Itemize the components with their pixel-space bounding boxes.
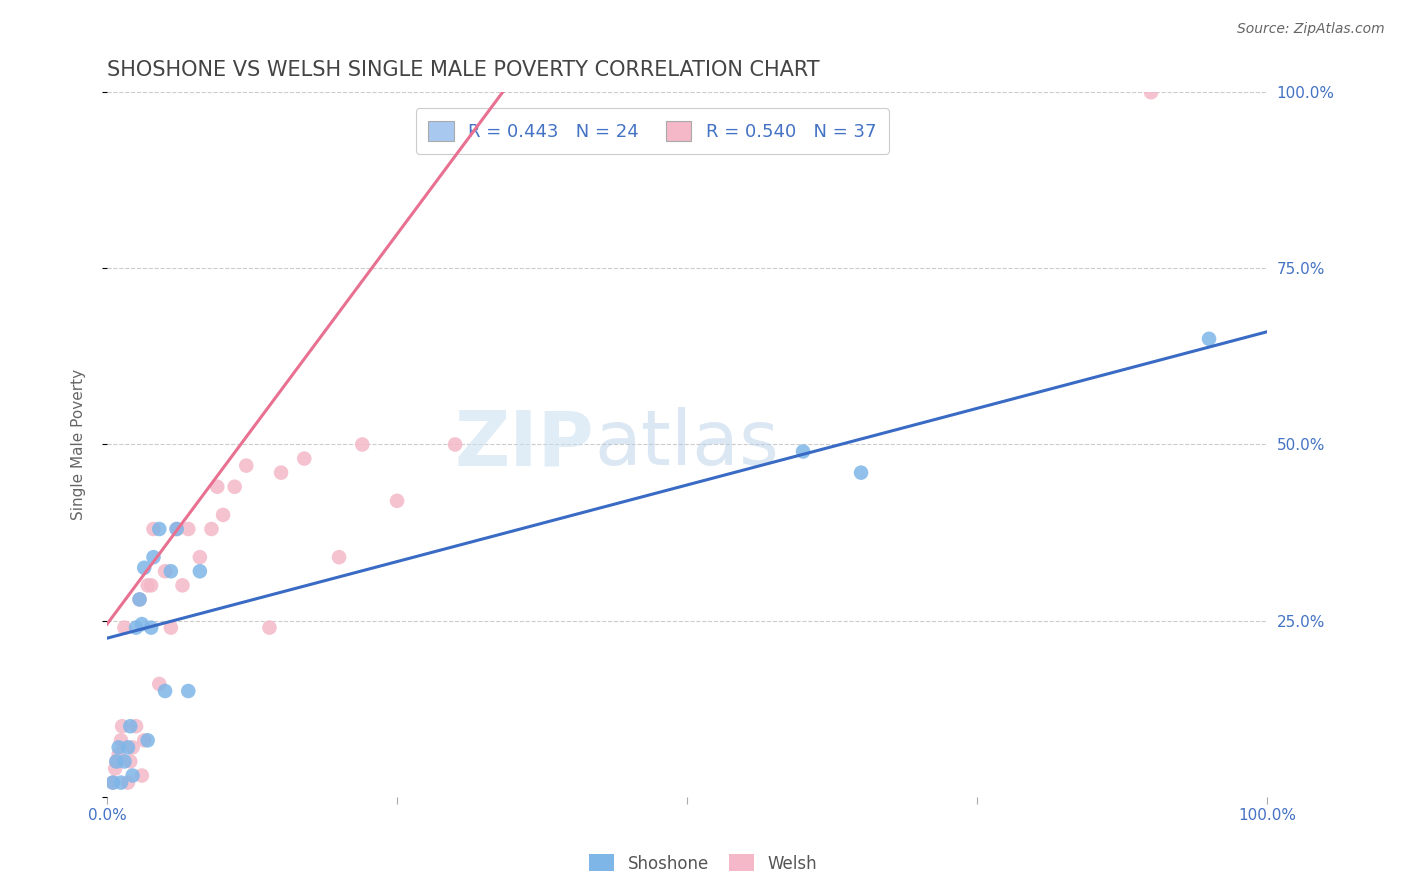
Point [153,564,176,578]
Point [177,684,200,698]
Point [107,747,129,762]
Point [292,451,315,466]
Point [131,768,153,782]
Point [107,740,129,755]
Point [111,719,134,733]
Point [101,775,124,789]
Point [125,719,148,733]
Point [270,466,292,480]
Text: SHOSHONE VS WELSH SINGLE MALE POVERTY CORRELATION CHART: SHOSHONE VS WELSH SINGLE MALE POVERTY CO… [107,60,820,79]
Point [148,522,170,536]
Point [101,775,124,789]
Point [172,578,194,592]
Point [1198,332,1220,346]
Point [117,740,139,755]
Point [125,621,148,635]
Point [114,755,136,769]
Point [110,775,132,789]
Point [114,621,136,635]
Point [110,733,132,747]
Text: atlas: atlas [595,408,779,482]
Point [120,755,142,769]
Point [200,522,222,536]
Point [188,550,211,565]
Point [224,480,246,494]
Point [166,522,188,536]
Point [153,684,176,698]
Point [128,592,150,607]
Point [105,755,128,769]
Point [328,550,350,565]
Point [104,762,127,776]
Point [160,564,183,578]
Point [120,719,142,733]
Point [121,740,143,755]
Point [177,522,200,536]
Point [259,621,281,635]
Point [849,466,872,480]
Point [141,621,163,635]
Point [142,550,165,565]
Point [166,522,188,536]
Point [792,444,814,458]
Legend: R = 0.443   N = 24, R = 0.540   N = 37: R = 0.443 N = 24, R = 0.540 N = 37 [416,108,889,153]
Point [121,768,143,782]
Point [136,733,159,747]
Point [212,508,235,522]
Text: Source: ZipAtlas.com: Source: ZipAtlas.com [1237,22,1385,37]
Point [131,617,153,632]
Point [128,592,150,607]
Point [352,437,374,451]
Point [142,522,165,536]
Point [444,437,467,451]
Point [105,755,128,769]
Point [235,458,257,473]
Point [136,578,159,592]
Point [134,560,156,574]
Point [141,578,163,592]
Point [117,775,139,789]
Legend: Shoshone, Welsh: Shoshone, Welsh [582,847,824,880]
Point [134,733,156,747]
Point [385,493,408,508]
Point [1140,85,1163,99]
Point [188,564,211,578]
Point [148,677,170,691]
Text: ZIP: ZIP [454,408,595,482]
Y-axis label: Single Male Poverty: Single Male Poverty [72,369,86,520]
Point [160,621,183,635]
Point [207,480,229,494]
